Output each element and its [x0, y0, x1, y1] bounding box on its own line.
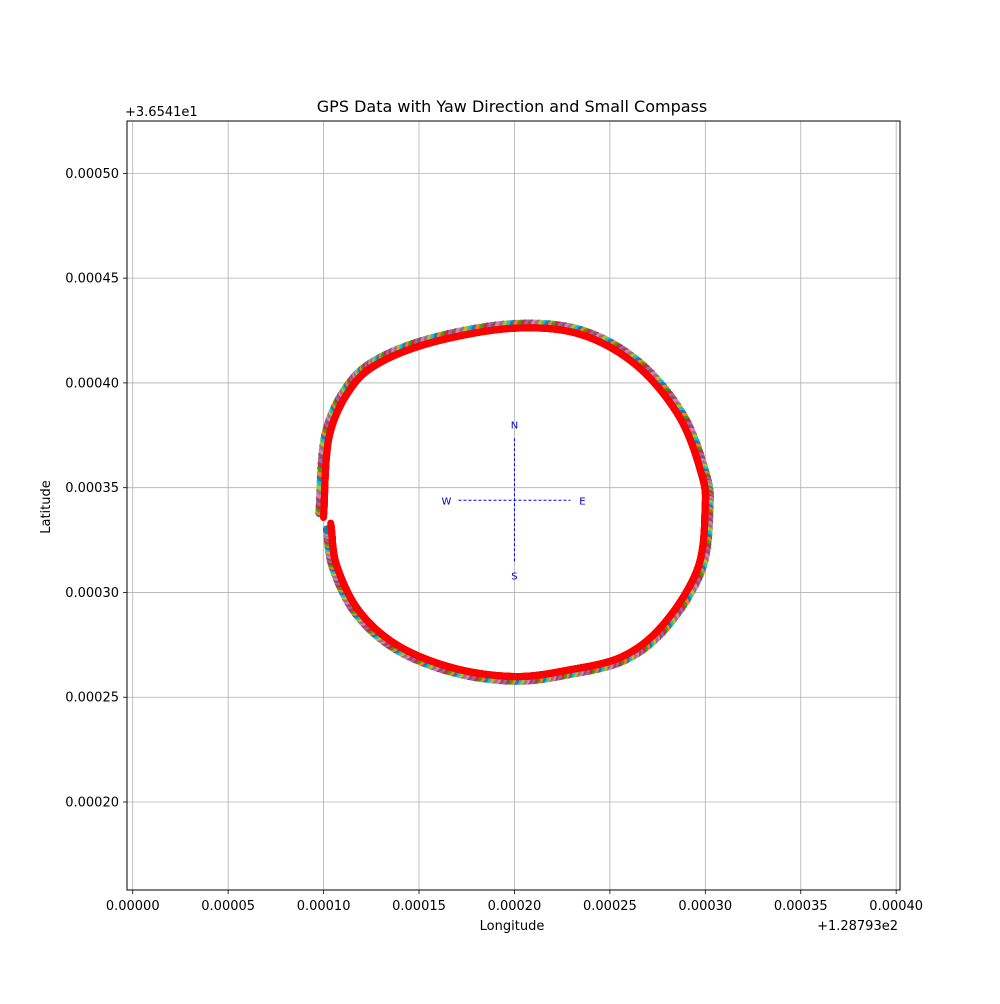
compass-north-label: N [511, 420, 518, 431]
y-tick-label: 0.00035 [65, 481, 119, 496]
y-axis-label: Latitude [39, 480, 54, 534]
chart-title: GPS Data with Yaw Direction and Small Co… [317, 97, 707, 116]
x-tick-label: 0.00015 [392, 899, 446, 914]
x-offset-label: +1.28793e2 [817, 919, 898, 934]
y-tick-label: 0.00020 [65, 795, 119, 810]
x-tick-label: 0.00040 [869, 899, 923, 914]
compass-east-label: E [579, 496, 585, 507]
compass-south-label: S [511, 571, 517, 582]
axes-frame [127, 121, 900, 890]
y-tick-label: 0.00025 [65, 691, 119, 706]
x-tick-label: 0.00000 [106, 899, 160, 914]
y-tick-label: 0.00050 [65, 167, 119, 182]
y-tick-label: 0.00045 [65, 272, 119, 287]
compass-west-label: W [442, 496, 452, 507]
x-tick-label: 0.00020 [488, 899, 542, 914]
x-tick-label: 0.00025 [583, 899, 637, 914]
grid [127, 121, 900, 890]
compass: N S E W [442, 420, 586, 582]
x-axis-label: Longitude [480, 919, 545, 934]
x-tick-label: 0.00035 [774, 899, 828, 914]
y-tick-label: 0.00040 [65, 376, 119, 391]
y-tick-label: 0.00030 [65, 586, 119, 601]
y-offset-label: +3.6541e1 [125, 105, 198, 120]
yaw-arrow [331, 523, 333, 537]
x-tick-label: 0.00005 [201, 899, 255, 914]
x-tick-label: 0.00030 [678, 899, 732, 914]
x-tick-label: 0.00010 [297, 899, 351, 914]
